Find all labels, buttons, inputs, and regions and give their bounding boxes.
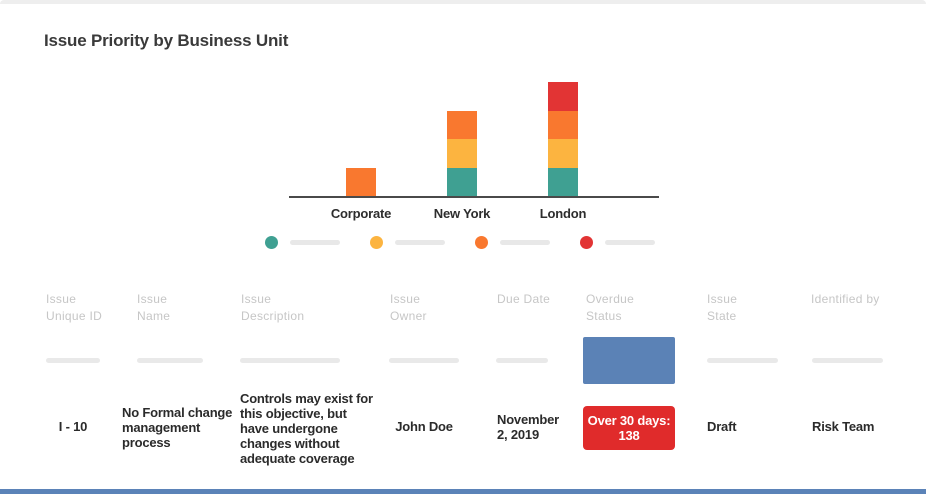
skeleton-bar bbox=[137, 358, 203, 363]
skeleton-bar bbox=[46, 358, 100, 363]
skeleton-bar bbox=[812, 358, 883, 363]
skeleton-bar bbox=[389, 358, 459, 363]
chart-legend bbox=[265, 236, 655, 249]
column-header-issue-owner: Issue Owner bbox=[390, 292, 427, 323]
bar-segment-priority-orange[interactable] bbox=[447, 110, 477, 139]
legend-dot-priority-amber bbox=[370, 236, 383, 249]
cell-issue-description: Controls may exist for this objective, b… bbox=[240, 391, 373, 466]
skeleton-bar bbox=[240, 358, 340, 363]
bar-segment-priority-red[interactable] bbox=[548, 82, 578, 111]
page-title: Issue Priority by Business Unit bbox=[44, 31, 289, 50]
category-label: New York bbox=[433, 206, 491, 221]
bar-segment-priority-teal[interactable] bbox=[548, 167, 578, 196]
legend-item-priority-red[interactable] bbox=[580, 236, 655, 249]
column-header-issue-name: Issue Name bbox=[137, 292, 171, 323]
legend-dot-priority-red bbox=[580, 236, 593, 249]
legend-item-priority-orange[interactable] bbox=[475, 236, 550, 249]
legend-label-placeholder bbox=[500, 240, 550, 245]
cell-issue-name: No Formal change management process bbox=[122, 405, 233, 450]
bar-segment-priority-amber[interactable] bbox=[548, 139, 578, 168]
column-header-due-date: Due Date bbox=[497, 292, 551, 306]
card-bottom-accent-bar bbox=[0, 489, 926, 494]
column-header-identified-by: Identified by bbox=[811, 292, 880, 306]
cell-identified-by: Risk Team bbox=[812, 419, 875, 434]
cell-due-date: November 2, 2019 bbox=[497, 412, 559, 442]
column-header-issue-unique-id: Issue Unique ID bbox=[46, 292, 103, 323]
legend-label-placeholder bbox=[605, 240, 655, 245]
category-label: London bbox=[539, 206, 587, 221]
bar-segment-priority-orange[interactable] bbox=[548, 110, 578, 139]
bar-segment-priority-orange[interactable] bbox=[346, 167, 376, 196]
status-badge-placeholder bbox=[583, 337, 675, 384]
legend-label-placeholder bbox=[290, 240, 340, 245]
legend-dot-priority-teal bbox=[265, 236, 278, 249]
cell-issue-unique-id: I - 10 bbox=[58, 419, 88, 434]
stacked-bar-chart: Corporate New York London bbox=[289, 82, 659, 221]
legend-dot-priority-orange bbox=[475, 236, 488, 249]
category-label: Corporate bbox=[330, 206, 392, 221]
legend-item-priority-amber[interactable] bbox=[370, 236, 445, 249]
column-header-issue-state: Issue State bbox=[707, 292, 738, 323]
column-header-issue-description: Issue Description bbox=[241, 292, 305, 323]
bar-segment-priority-amber[interactable] bbox=[447, 139, 477, 168]
cell-issue-owner: John Doe bbox=[395, 419, 453, 434]
skeleton-bar bbox=[707, 358, 778, 363]
skeleton-bar bbox=[496, 358, 548, 363]
cell-issue-state: Draft bbox=[707, 419, 737, 434]
overdue-status-badge: Over 30 days: 138 bbox=[583, 406, 675, 450]
card-top-edge bbox=[0, 0, 926, 4]
x-axis-line bbox=[289, 196, 659, 198]
bar-segment-priority-teal[interactable] bbox=[447, 167, 477, 196]
legend-item-priority-teal[interactable] bbox=[265, 236, 340, 249]
column-header-overdue-status: Overdue Status bbox=[586, 292, 635, 323]
legend-label-placeholder bbox=[395, 240, 445, 245]
